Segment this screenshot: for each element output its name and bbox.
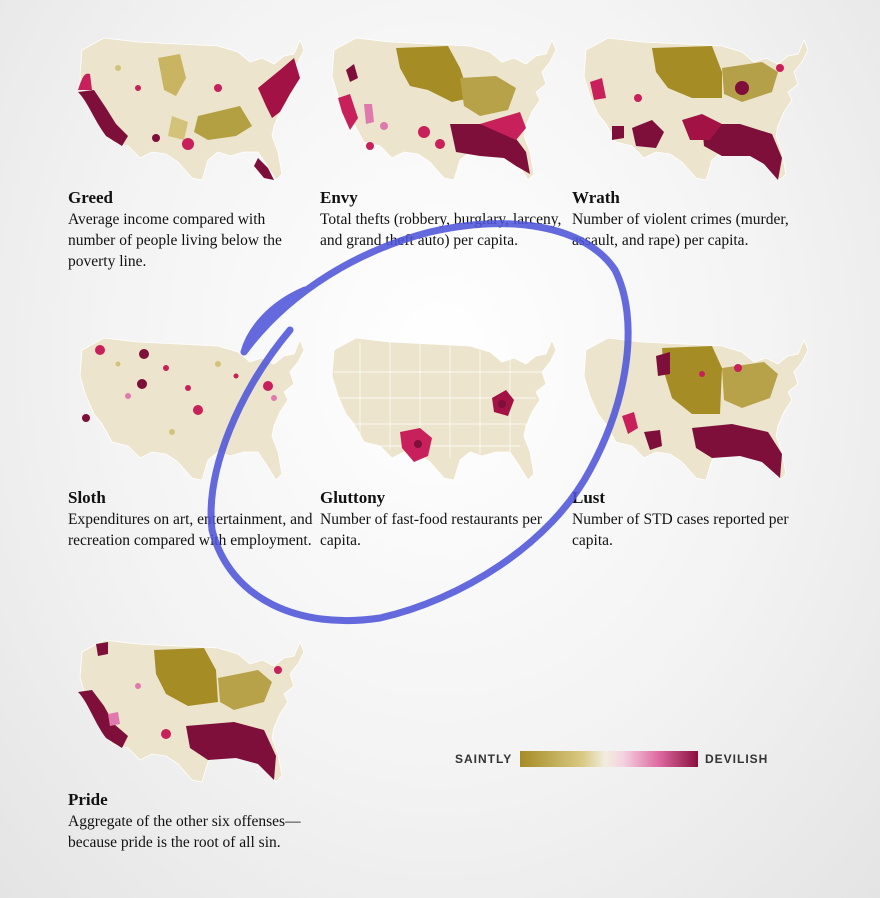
panel-gluttony: Gluttony Number of fast-food restaurants…: [320, 328, 570, 551]
panel-wrath: Wrath Number of violent crimes (murder, …: [572, 28, 822, 251]
envy-description: Total thefts (robbery, burglary, larceny…: [320, 211, 562, 249]
panel-envy: Envy Total thefts (robbery, burglary, la…: [320, 28, 570, 251]
gluttony-title: Gluttony: [320, 488, 386, 507]
greed-description: Average income compared with number of p…: [68, 211, 282, 270]
gluttony-description: Number of fast-food restaurants per capi…: [320, 511, 543, 549]
wrath-title: Wrath: [572, 188, 620, 207]
greed-map: [78, 37, 305, 181]
pride-title: Pride: [68, 790, 108, 809]
sloth-title: Sloth: [68, 488, 106, 507]
panel-greed: Greed Average income compared with numbe…: [68, 28, 318, 272]
lust-map: [583, 337, 809, 481]
greed-title: Greed: [68, 188, 114, 207]
legend-gradient-bar: [520, 751, 698, 767]
panel-pride: Pride Aggregate of the other six offense…: [68, 630, 318, 853]
legend-label-devilish: DEVILISH: [705, 752, 769, 766]
legend-label-saintly: SAINTLY: [455, 752, 513, 766]
wrath-map: [583, 37, 809, 181]
panel-lust: Lust Number of STD cases reported per ca…: [572, 328, 822, 551]
gluttony-map: [331, 337, 557, 481]
sloth-map: [79, 337, 305, 481]
pride-description: Aggregate of the other six offenses—beca…: [68, 813, 301, 851]
sloth-description: Expenditures on art, entertainment, and …: [68, 511, 313, 549]
envy-map: [331, 37, 557, 181]
envy-title: Envy: [320, 188, 358, 207]
wrath-description: Number of violent crimes (murder, assaul…: [572, 211, 789, 249]
pride-map: [78, 639, 305, 783]
color-scale-legend: SAINTLY DEVILISH: [455, 750, 775, 770]
lust-description: Number of STD cases reported per capita.: [572, 511, 789, 549]
panel-sloth: Sloth Expenditures on art, entertainment…: [68, 328, 318, 551]
lust-title: Lust: [572, 488, 606, 507]
